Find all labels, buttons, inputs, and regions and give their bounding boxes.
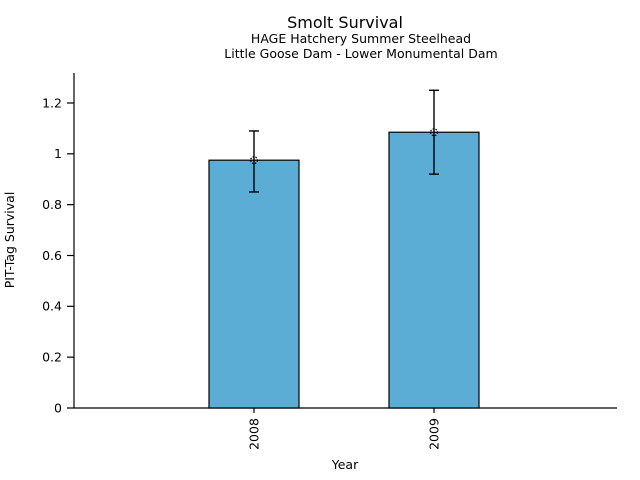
y-tick-label-0.2: 0.2	[42, 350, 62, 365]
axes-layer	[67, 73, 617, 413]
y-tick-label-0.6: 0.6	[42, 248, 62, 263]
x-tick-label-2009: 2009	[426, 418, 441, 450]
y-tick-label-1: 1	[54, 146, 62, 161]
x-tick-label-2008: 2008	[246, 418, 261, 450]
error-bars-layer	[249, 89, 439, 193]
chart-title: Smolt Survival	[287, 13, 403, 32]
bar-2008	[208, 159, 300, 409]
tick-labels-layer: 0 0.2 0.4 0.6 0.8 1 1.2 2008 2009	[42, 95, 441, 450]
y-tick-label-0: 0	[54, 400, 62, 415]
point-marker-2009	[430, 128, 439, 137]
x-axis-label: Year	[331, 457, 359, 472]
y-axis-label: PIT-Tag Survival	[2, 192, 17, 289]
y-tick-label-0.4: 0.4	[42, 299, 62, 314]
chart-subtitle-1: HAGE Hatchery Summer Steelhead	[251, 31, 471, 46]
bar-2009	[388, 131, 480, 409]
point-marker-2008	[250, 156, 259, 165]
chart-subtitle-2: Little Goose Dam - Lower Monumental Dam	[224, 46, 497, 61]
bars-layer	[208, 131, 480, 409]
y-tick-label-0.8: 0.8	[42, 197, 62, 212]
y-tick-label-1.2: 1.2	[42, 95, 62, 110]
